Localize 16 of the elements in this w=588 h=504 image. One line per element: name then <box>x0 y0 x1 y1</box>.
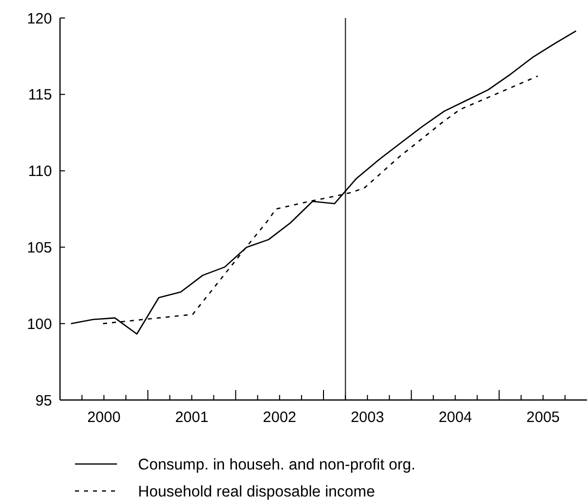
legend-label: Consump. in househ. and non-profit org. <box>138 456 416 474</box>
x-tick-label: 2002 <box>262 409 296 426</box>
legend-label: Household real disposable income <box>138 483 375 500</box>
y-tick-label: 110 <box>28 163 52 180</box>
line-series <box>102 75 538 324</box>
x-tick-label: 2000 <box>87 409 121 426</box>
x-tick-label: 2003 <box>350 409 384 426</box>
y-tick-label: 115 <box>28 86 52 104</box>
x-tick-label: 2001 <box>175 409 208 426</box>
y-tick-label: 105 <box>26 239 52 256</box>
x-tick-label: 2004 <box>438 409 472 426</box>
line-series <box>70 30 577 335</box>
x-tick-label: 2005 <box>526 409 560 426</box>
y-tick-label: 100 <box>26 316 52 333</box>
y-tick-label: 95 <box>35 392 52 410</box>
y-tick-label: 120 <box>26 10 52 28</box>
